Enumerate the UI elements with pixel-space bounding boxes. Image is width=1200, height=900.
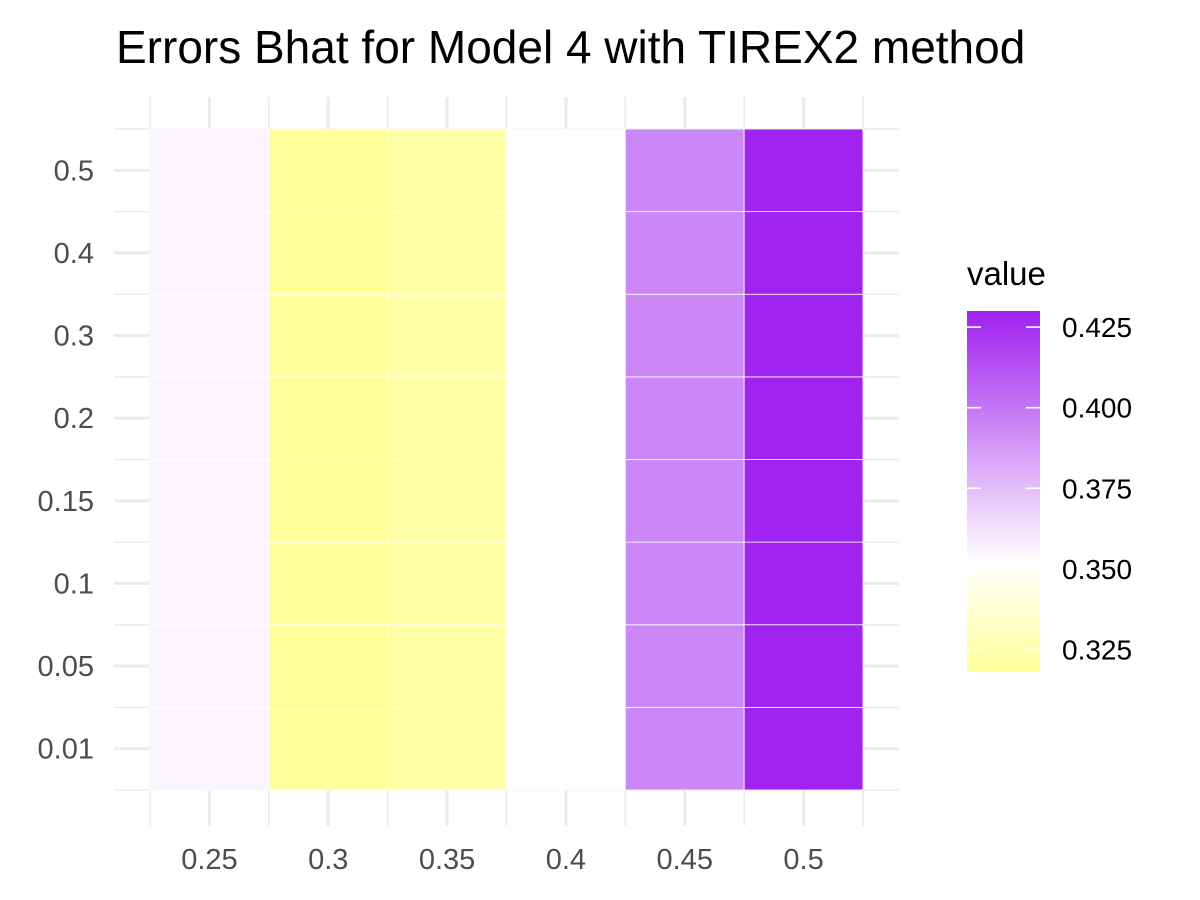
heatmap-cell <box>268 706 389 791</box>
y-tick-label: 0.15 <box>38 486 94 518</box>
y-tick-label: 0.5 <box>54 155 94 187</box>
heatmap-cell <box>387 706 507 791</box>
heatmap-tiles <box>149 128 864 791</box>
heatmap-cell <box>387 541 507 626</box>
heatmap-cell <box>268 293 389 378</box>
heatmap-cell <box>624 459 745 543</box>
heatmap-cell <box>743 459 864 543</box>
heatmap-cell <box>624 541 745 626</box>
chart-title: Errors Bhat for Model 4 with TIREX2 meth… <box>116 21 1025 73</box>
legend-tick-label: 0.400 <box>1062 393 1132 424</box>
heatmap-cell <box>743 541 864 626</box>
heatmap-cell <box>387 293 507 378</box>
legend-tick-label: 0.425 <box>1062 312 1132 343</box>
heatmap-cell <box>387 376 507 460</box>
heatmap-cell <box>743 376 864 460</box>
heatmap-cell <box>506 706 626 791</box>
legend-color-bar <box>967 311 1040 672</box>
heatmap-cell <box>149 211 270 295</box>
heatmap-cell <box>387 459 507 543</box>
heatmap-cell <box>268 624 389 708</box>
legend-tick-label: 0.350 <box>1062 554 1132 585</box>
heatmap-cell <box>149 128 270 213</box>
y-tick-label: 0.05 <box>38 651 94 683</box>
heatmap-cell <box>624 128 745 213</box>
y-tick-label: 0.1 <box>54 568 94 600</box>
heatmap-cell <box>624 706 745 791</box>
heatmap-cell <box>387 624 507 708</box>
heatmap-cell <box>149 541 270 626</box>
heatmap-cell <box>268 541 389 626</box>
heatmap-cell <box>387 128 507 213</box>
x-tick-label: 0.5 <box>783 844 823 876</box>
x-tick-label: 0.35 <box>419 844 475 876</box>
heatmap-cell <box>506 128 626 213</box>
y-tick-label: 0.4 <box>54 238 94 270</box>
x-tick-label: 0.4 <box>546 844 586 876</box>
legend-title: value <box>967 255 1046 292</box>
heatmap-cell <box>743 128 864 213</box>
heatmap-cell <box>149 376 270 460</box>
heatmap-cell <box>624 624 745 708</box>
heatmap-cell <box>506 459 626 543</box>
heatmap-cell <box>506 541 626 626</box>
heatmap-cell <box>743 624 864 708</box>
heatmap-cell <box>743 211 864 295</box>
heatmap-cell <box>743 293 864 378</box>
heatmap-cell <box>624 211 745 295</box>
x-axis-ticks: 0.25 0.3 0.35 0.4 0.45 0.5 <box>181 844 824 876</box>
heatmap-cell <box>506 293 626 378</box>
x-tick-label: 0.45 <box>657 844 713 876</box>
y-tick-label: 0.01 <box>38 734 94 766</box>
legend-tick-label: 0.375 <box>1062 473 1132 504</box>
heatmap-cell <box>268 459 389 543</box>
heatmap-cell <box>149 706 270 791</box>
heatmap-cell <box>624 376 745 460</box>
heatmap-cell <box>268 376 389 460</box>
heatmap-cell <box>149 293 270 378</box>
heatmap-cell <box>506 376 626 460</box>
y-tick-label: 0.3 <box>54 321 94 353</box>
heatmap-cell <box>624 293 745 378</box>
legend-tick-label: 0.325 <box>1062 634 1132 665</box>
heatmap-cell <box>387 211 507 295</box>
heatmap-cell <box>149 459 270 543</box>
legend: value 0.325 0.350 0.375 0.400 0.425 <box>967 255 1132 672</box>
heatmap-cell <box>506 211 626 295</box>
heatmap-cell <box>149 624 270 708</box>
heatmap-cell <box>743 706 864 791</box>
x-tick-label: 0.3 <box>308 844 348 876</box>
heatmap-cell <box>268 128 389 213</box>
y-tick-label: 0.2 <box>54 403 94 435</box>
y-axis-ticks: 0.01 0.05 0.1 0.15 0.2 0.3 0.4 0.5 <box>38 155 94 765</box>
x-tick-label: 0.25 <box>181 844 237 876</box>
heatmap-cell <box>268 211 389 295</box>
heatmap-cell <box>506 624 626 708</box>
